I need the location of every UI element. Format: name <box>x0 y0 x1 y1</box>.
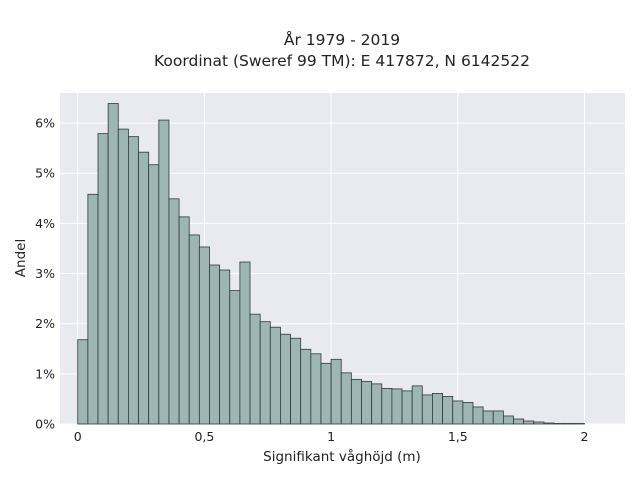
x-tick-label: 2 <box>580 429 588 444</box>
histogram-bar <box>209 264 221 425</box>
histogram-bar <box>442 396 454 425</box>
histogram-bar <box>158 119 170 425</box>
histogram-bar <box>472 406 484 425</box>
y-tick-label: 0% <box>35 417 55 432</box>
x-tick-label: 0 <box>74 429 82 444</box>
x-axis-label: Signifikant våghöjd (m) <box>263 448 421 465</box>
y-tick-label: 4% <box>35 216 55 231</box>
histogram-bar <box>178 216 190 425</box>
histogram-bar <box>107 103 119 425</box>
histogram-bar <box>128 136 139 425</box>
histogram-bar <box>350 378 362 425</box>
y-tick-label: 6% <box>35 116 55 131</box>
y-tick-label: 2% <box>35 316 55 331</box>
histogram-bar <box>117 128 129 425</box>
histogram-bar <box>361 380 373 425</box>
histogram-bar <box>87 193 99 425</box>
histogram-bar <box>371 383 383 425</box>
histogram-bar <box>290 337 302 425</box>
histogram-bar <box>543 422 555 425</box>
histogram-bar <box>563 423 575 425</box>
x-tick-label: 0,5 <box>194 429 214 444</box>
histogram-bar <box>462 402 474 425</box>
y-tick-label: 5% <box>35 166 55 181</box>
histogram-bar <box>553 423 565 425</box>
y-axis-label: Andel <box>13 239 29 277</box>
histogram-bar <box>502 415 514 425</box>
histogram-bar <box>188 234 200 425</box>
histogram-bar <box>300 348 312 425</box>
histogram-bar <box>533 421 545 425</box>
histogram-bar <box>330 358 342 425</box>
histogram-bar <box>229 290 241 425</box>
histogram-bar <box>432 393 443 425</box>
histogram-bar <box>269 326 281 425</box>
histogram-bar <box>310 353 322 425</box>
histogram-bar <box>573 423 585 425</box>
histogram-bar <box>411 385 423 425</box>
x-tick-label: 1,5 <box>448 429 468 444</box>
histogram-bar <box>280 333 291 425</box>
y-tick-label: 1% <box>35 366 55 381</box>
histogram-bar <box>391 388 403 425</box>
histogram-bar <box>421 394 433 425</box>
chart-title-line-1: År 1979 - 2019 <box>284 30 400 49</box>
x-axis-ticks: 0 0,5 1 1,5 2 <box>74 429 589 444</box>
histogram-bar <box>138 151 150 425</box>
histogram-bar <box>148 164 160 425</box>
histogram-bar <box>249 313 261 425</box>
histogram-bar <box>482 410 494 425</box>
histogram-bar <box>198 246 210 425</box>
histogram-bar <box>523 420 535 425</box>
histogram-bar <box>97 133 109 425</box>
histogram-bar <box>452 400 464 425</box>
histogram-bar <box>513 418 525 425</box>
histogram-bar <box>492 410 504 425</box>
histogram-bar <box>259 321 271 425</box>
histogram-bar <box>381 387 393 425</box>
histogram-bar <box>340 372 352 425</box>
histogram-bar <box>168 198 180 425</box>
histogram-bars <box>77 103 585 425</box>
histogram-bar <box>239 261 251 425</box>
chart-title-line-2: Koordinat (Sweref 99 TM): E 417872, N 61… <box>154 52 530 70</box>
histogram-bar <box>320 362 332 425</box>
x-tick-label: 1 <box>327 429 335 444</box>
histogram-bar <box>77 339 89 425</box>
histogram-bar <box>219 269 231 425</box>
y-axis-ticks: 0% 1% 2% 3% 4% 5% 6% <box>35 116 55 432</box>
y-tick-label: 3% <box>35 266 55 281</box>
histogram-bar <box>401 390 413 425</box>
